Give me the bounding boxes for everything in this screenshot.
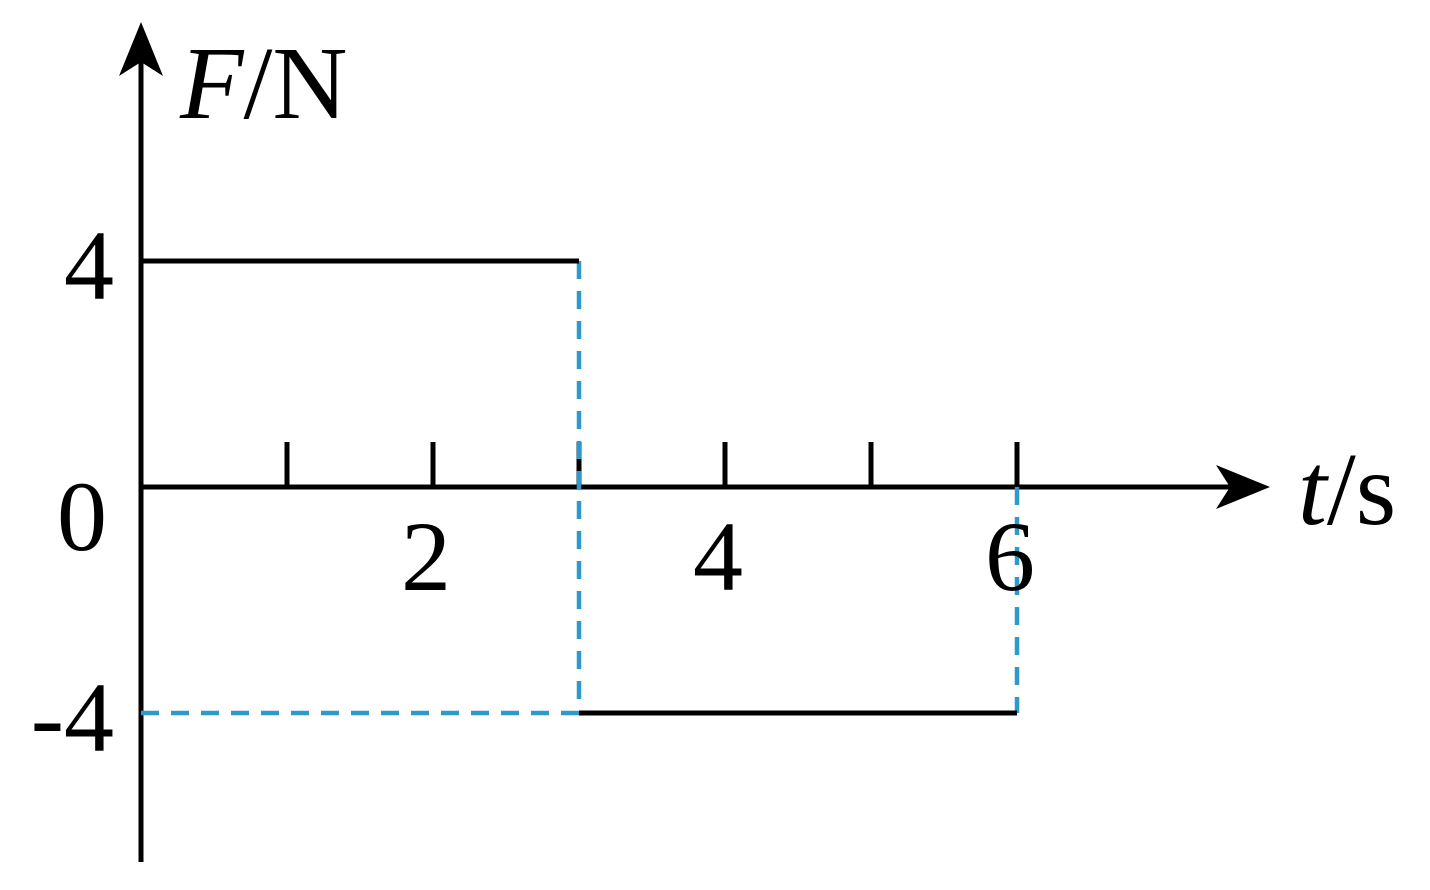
y-axis-arrowhead xyxy=(119,22,163,76)
origin-label: 0 xyxy=(57,461,107,572)
x-tick-label-4: 4 xyxy=(693,501,743,612)
y-axis-title: F/N xyxy=(179,26,348,141)
x-axis-unit: /s xyxy=(1327,432,1396,547)
series-lines xyxy=(141,258,1017,716)
x-tick-label-2: 2 xyxy=(401,501,451,612)
x-ticks xyxy=(284,442,1020,487)
x-axis-variable: t xyxy=(1298,432,1329,547)
y-axis-variable: F xyxy=(179,26,245,141)
y-tick-labels: 4 -4 xyxy=(31,210,114,773)
x-axis-title: t/s xyxy=(1298,432,1396,547)
y-axis-unit: /N xyxy=(244,26,348,141)
x-tick-label-6: 6 xyxy=(985,501,1035,612)
x-axis-arrowhead xyxy=(1216,465,1270,509)
y-tick-label-4: 4 xyxy=(64,210,114,321)
y-tick-label--4: -4 xyxy=(31,662,114,773)
x-tick-labels: 2 4 6 xyxy=(401,501,1035,612)
guide-lines xyxy=(141,261,1020,716)
